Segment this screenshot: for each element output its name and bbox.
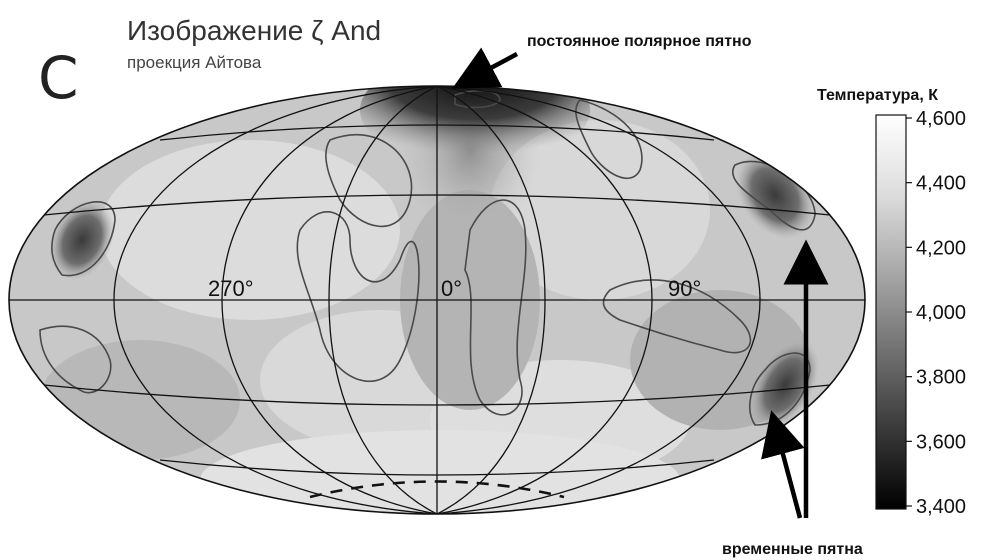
colorbar-gradient [875, 114, 907, 510]
warm-region [200, 430, 680, 514]
colorbar-tick-label: 3,800 [916, 367, 966, 389]
temporary-spot [750, 341, 820, 429]
longitude-label-270: 270° [208, 276, 254, 301]
figure-title: Изображение ζ And [127, 15, 381, 46]
warm-region [490, 120, 710, 300]
figure-subtitle: проекция Айтова [127, 53, 262, 72]
colorbar-tick-label: 4,200 [916, 237, 966, 259]
colorbar-tick-label: 4,600 [916, 108, 966, 130]
cool-region [40, 340, 240, 460]
polar-spot-arrow [452, 47, 519, 89]
colorbar-tick-label: 4,000 [916, 302, 966, 324]
colorbar-ticks: 4,600 4,400 4,200 4,000 3,800 3,600 3,400 [906, 108, 966, 518]
temporary-spots-annotation: временные пятна [722, 541, 863, 558]
longitude-label-90: 90° [668, 276, 701, 301]
visibility-limit-line [309, 480, 565, 499]
colorbar-tick-label: 3,600 [916, 431, 966, 453]
colorbar-tick-label: 4,400 [916, 173, 966, 195]
parallel-gridlines [9, 124, 865, 476]
polar-spot [360, 86, 590, 165]
colorbar-title: Температура, К [817, 87, 938, 104]
temperature-map [9, 86, 865, 514]
map-outline [8, 85, 866, 515]
warm-region [100, 140, 400, 320]
panel-letter: C [38, 44, 79, 112]
colorbar-tick-label: 3,400 [916, 496, 966, 518]
polar-spot-annotation: постоянное полярное пятно [527, 33, 752, 50]
temporary-spot-arrow-lower [761, 410, 805, 519]
temperature-colorbar: Температура, К 4,600 4,400 4,200 4,000 3,800… [817, 87, 966, 518]
longitude-label-0: 0° [441, 276, 462, 301]
